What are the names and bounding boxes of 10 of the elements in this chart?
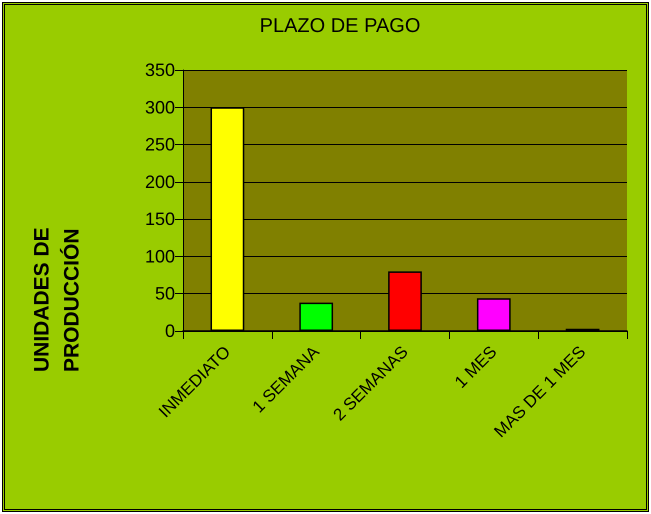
y-tick-label: 0 — [164, 321, 175, 341]
y-tick-label: 200 — [144, 172, 175, 192]
y-tick-label: 100 — [144, 246, 175, 266]
y-tick-label: 250 — [144, 134, 175, 155]
y-tick-label: 300 — [144, 97, 175, 118]
y-tick-label: 50 — [154, 284, 175, 304]
y-tick-label: 150 — [144, 209, 175, 230]
y-axis-title: UNIDADES DE PRODUCCIÓN — [30, 221, 84, 372]
chart-title: PLAZO DE PAGO — [260, 15, 420, 37]
y-tick-label: 350 — [144, 60, 175, 80]
